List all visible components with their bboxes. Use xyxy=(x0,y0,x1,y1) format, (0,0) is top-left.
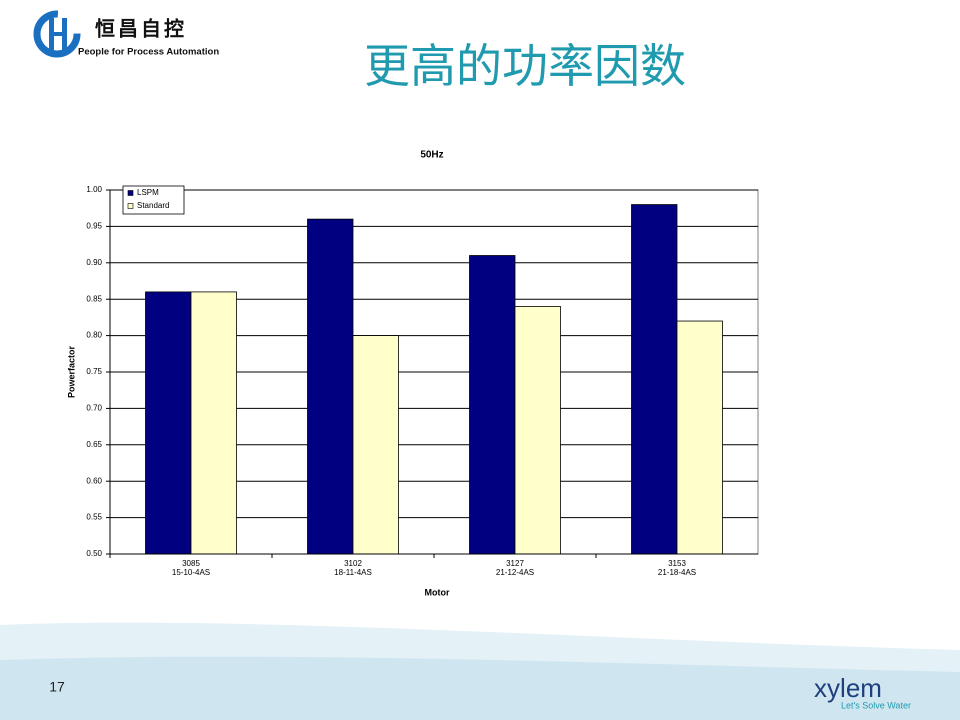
brand-tagline: Let's Solve Water xyxy=(841,700,911,710)
footer-wave xyxy=(0,656,960,720)
logo-icon xyxy=(33,10,81,58)
x-tick-label: 21-18-4AS xyxy=(658,568,696,577)
chart-title: 50Hz xyxy=(420,150,443,161)
bar xyxy=(145,291,192,555)
y-tick-label: 0.60 xyxy=(86,476,102,485)
slide-title: 更高的功率因数 xyxy=(364,40,686,92)
x-tick-label: 3153 xyxy=(668,559,686,568)
y-tick-label: 0.75 xyxy=(86,367,102,376)
y-axis-label: Powerfactor xyxy=(66,345,76,398)
legend-label: LSPM xyxy=(137,188,159,197)
y-tick-label: 0.65 xyxy=(86,440,102,449)
y-tick-label: 0.90 xyxy=(86,258,102,267)
legend-label: Standard xyxy=(137,201,169,210)
bar xyxy=(514,306,561,555)
page-number: 17 xyxy=(49,679,65,695)
x-tick-label: 3127 xyxy=(506,559,524,568)
bar xyxy=(352,335,399,555)
bar xyxy=(631,204,678,555)
logo-tagline: People for Process Automation xyxy=(78,47,219,58)
brand: xylem xyxy=(814,673,882,703)
bar xyxy=(676,320,723,555)
legend-swatch xyxy=(127,190,134,196)
legend-swatch xyxy=(127,203,134,209)
y-tick-label: 0.85 xyxy=(86,294,102,303)
y-tick-label: 0.95 xyxy=(86,222,102,231)
y-tick-label: 1.00 xyxy=(86,185,102,194)
y-tick-label: 0.50 xyxy=(86,549,102,558)
x-tick-label: 15-10-4AS xyxy=(172,568,210,577)
bar xyxy=(307,218,354,555)
x-tick-label: 21-12-4AS xyxy=(496,568,534,577)
x-axis-label: Motor xyxy=(425,587,450,597)
y-tick-label: 0.70 xyxy=(86,404,102,413)
y-tick-label: 0.80 xyxy=(86,331,102,340)
bar xyxy=(469,255,516,555)
y-tick-label: 0.55 xyxy=(86,513,102,522)
x-tick-label: 18-11-4AS xyxy=(334,568,372,577)
logo-name: 恒昌自控 xyxy=(95,16,187,40)
x-tick-label: 3085 xyxy=(182,559,200,568)
bar xyxy=(190,291,237,555)
x-tick-label: 3102 xyxy=(344,559,362,568)
